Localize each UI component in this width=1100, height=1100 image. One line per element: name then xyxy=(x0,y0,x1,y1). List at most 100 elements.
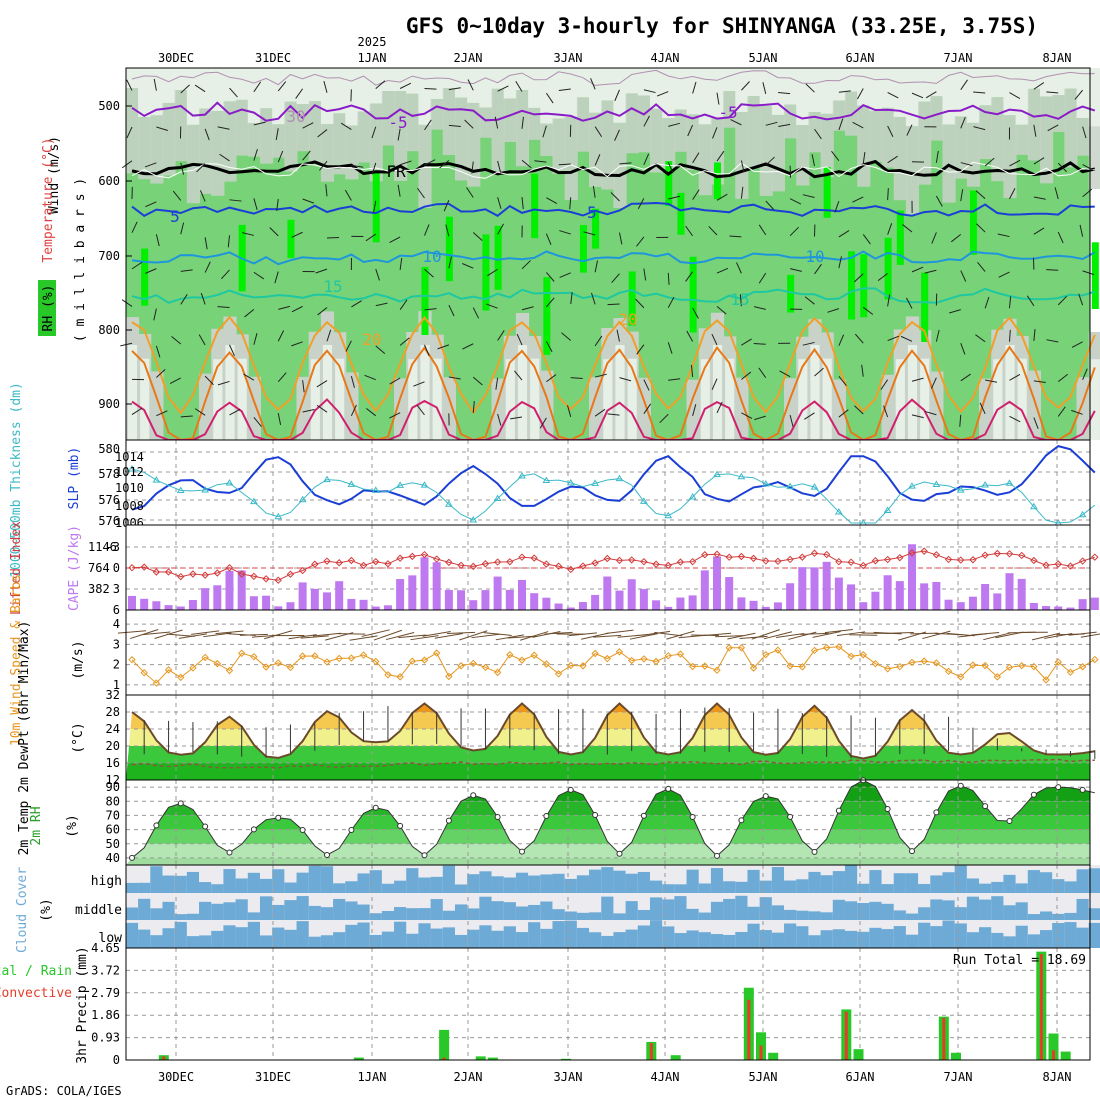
li-marker xyxy=(664,561,672,570)
cloud-cell xyxy=(552,909,566,920)
cape-bar xyxy=(1017,578,1026,610)
cape-bar xyxy=(944,599,953,610)
cloud-cell xyxy=(771,932,786,948)
wind10m-marker xyxy=(542,660,551,668)
cloud-cell xyxy=(674,896,688,920)
li-marker xyxy=(554,562,563,570)
thickness-marker xyxy=(1005,479,1014,486)
rh-band-light xyxy=(747,68,761,97)
wind-barb xyxy=(976,223,986,233)
cape-bar xyxy=(591,594,600,610)
cloud-cell xyxy=(296,921,310,948)
rh-band-light xyxy=(223,68,237,102)
wind-barb xyxy=(887,294,891,307)
rh-band-light xyxy=(564,68,578,118)
upper-air-panel: -5 -5 FR 5 5 10 10 15 15 20 20 30 xyxy=(120,67,1100,442)
rh-band-gray xyxy=(857,105,871,187)
wind-barb xyxy=(1047,124,1059,132)
wind-barb xyxy=(472,232,483,241)
wind-barb xyxy=(802,341,815,346)
rh-band-light xyxy=(1003,68,1017,116)
wind-barb xyxy=(935,329,940,342)
precip-total-label: Total / Rain xyxy=(0,964,72,979)
cloud-cell xyxy=(345,881,359,893)
wind-barb xyxy=(1082,368,1088,380)
cloud-cell xyxy=(589,932,603,948)
wind-barb xyxy=(424,308,437,311)
rh-band-gray xyxy=(1027,88,1041,161)
cloud-cell xyxy=(491,930,505,948)
rh2m-marker xyxy=(202,823,209,830)
slp-tick: 1008 xyxy=(115,499,144,513)
wind-barb xyxy=(861,364,864,377)
wind-barb xyxy=(180,294,188,305)
wind-barb xyxy=(277,412,282,425)
wind-barb xyxy=(1071,341,1083,348)
wind-barb xyxy=(229,199,242,202)
cloud-cell xyxy=(1039,872,1054,893)
rh-moist-streak xyxy=(287,219,295,259)
wind-barb xyxy=(583,231,596,236)
rh-band-gray xyxy=(564,117,578,201)
cloud-cell xyxy=(820,912,834,920)
rh-band-gray xyxy=(552,118,566,174)
cloud-cell xyxy=(674,884,688,893)
cloud-bg-cell xyxy=(1088,893,1100,920)
wind-barb xyxy=(887,188,889,201)
wind-barb xyxy=(375,268,380,281)
wind-barb xyxy=(570,292,573,305)
cape-bar xyxy=(152,601,161,610)
precip-total-bar xyxy=(353,1057,364,1060)
cloud-cell xyxy=(467,908,481,920)
wind10m-barb xyxy=(922,630,951,640)
rh-band-light xyxy=(844,68,859,92)
wind-barb xyxy=(217,126,230,130)
cloud-ylabel: Cloud Cover xyxy=(15,867,30,953)
li-marker xyxy=(1066,562,1075,570)
wind-barb xyxy=(765,156,775,166)
rh-dome-core xyxy=(505,359,515,440)
wind10m-marker xyxy=(189,664,197,672)
wind10m-marker xyxy=(1066,668,1075,676)
wind10m-marker xyxy=(493,668,502,677)
cloud-cell xyxy=(199,935,213,948)
top-date-label: 31DEC xyxy=(255,51,291,65)
cloud-cell xyxy=(747,869,761,893)
wind-barb xyxy=(595,373,607,378)
bottom-date-label: 6JAN xyxy=(846,1070,875,1084)
wind10m-marker xyxy=(896,662,904,671)
rh-band-light xyxy=(991,68,1005,98)
precip-tick: 4.65 xyxy=(91,941,120,955)
wind10m-marker xyxy=(786,662,794,670)
year-label: 2025 xyxy=(358,35,387,49)
rh-band-light xyxy=(528,68,542,108)
li-marker xyxy=(859,561,867,570)
wind-barb xyxy=(852,121,864,129)
wind-barb xyxy=(399,337,410,346)
rh-band-light xyxy=(284,68,298,102)
precip-conv-bar xyxy=(1039,954,1043,1060)
precip-total-bar xyxy=(487,1057,498,1060)
cloud-cell xyxy=(199,882,213,893)
cloud-cell xyxy=(515,932,530,948)
cloud-cell xyxy=(247,872,261,893)
slp-tick: 1010 xyxy=(115,481,144,495)
rh-band-gray xyxy=(869,110,883,162)
wind-barb xyxy=(345,340,352,352)
precip-conv-bar xyxy=(162,1056,166,1060)
wind-barb xyxy=(594,260,599,273)
wind-barb xyxy=(1057,295,1068,306)
cloud-cell xyxy=(942,900,956,920)
wind-barb xyxy=(317,307,328,316)
wind-barb xyxy=(227,235,230,248)
thickness-marker xyxy=(542,476,551,484)
li-marker xyxy=(1005,550,1014,558)
rh-band-gray xyxy=(235,99,249,156)
thickness-marker xyxy=(518,471,526,479)
pressure-tick: 500 xyxy=(98,99,120,113)
wind-barb xyxy=(716,92,720,105)
wind-barb xyxy=(594,335,603,347)
wind-barb xyxy=(692,81,697,94)
top-date-label: 1JAN xyxy=(358,51,387,65)
